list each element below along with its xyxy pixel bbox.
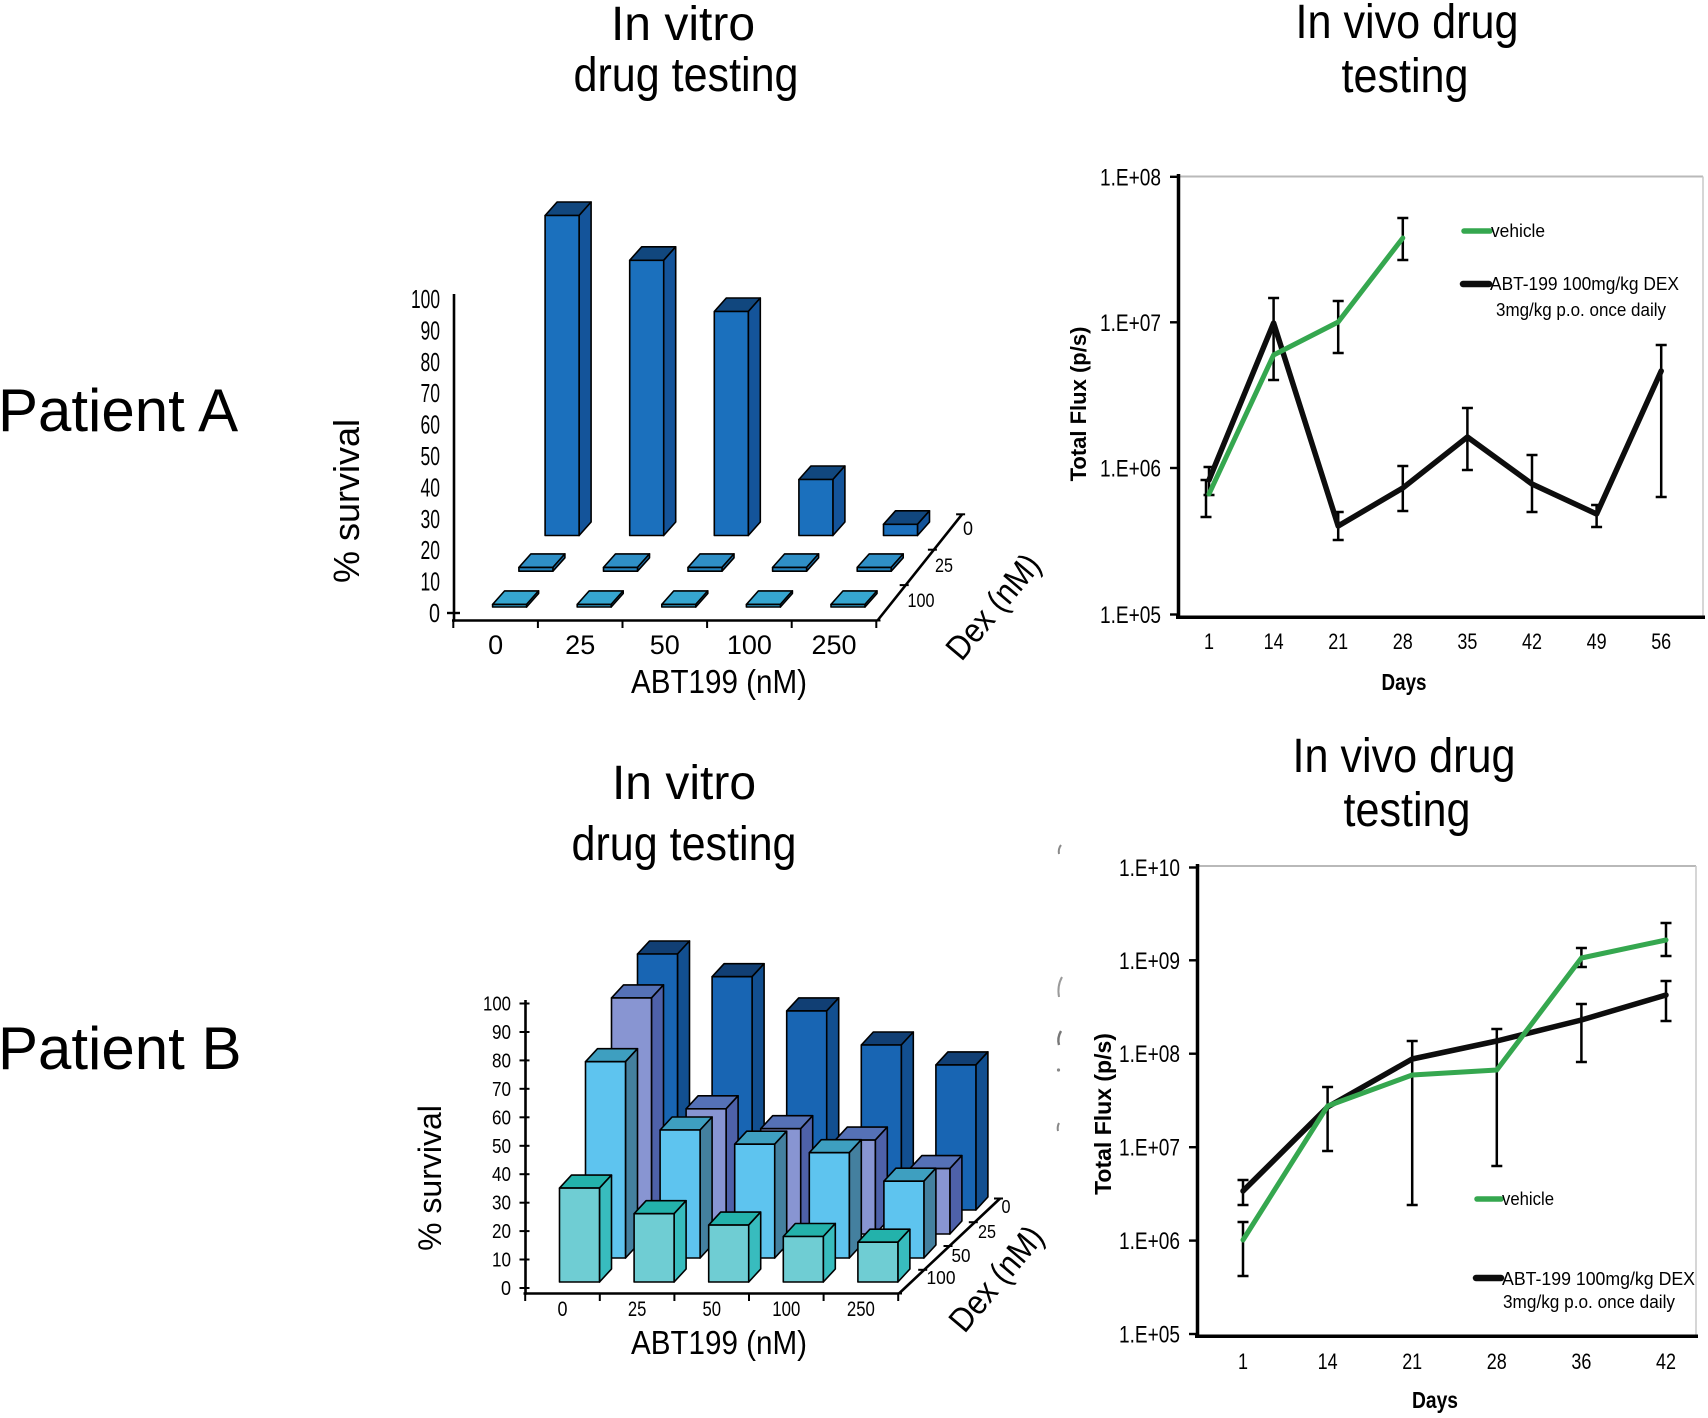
svg-text:60: 60 <box>421 410 441 440</box>
svg-text:1.E+07: 1.E+07 <box>1119 1135 1180 1162</box>
svg-text:0: 0 <box>558 1298 568 1321</box>
svg-text:% survival: % survival <box>412 1105 448 1251</box>
svg-text:In vivo drug: In vivo drug <box>1293 730 1516 783</box>
svg-text:25: 25 <box>628 1298 647 1321</box>
svg-text:3mg/kg p.o. once daily: 3mg/kg p.o. once daily <box>1503 1292 1675 1312</box>
svg-text:ABT-199 100mg/kg DEX: ABT-199 100mg/kg DEX <box>1502 1269 1695 1289</box>
svg-text:90: 90 <box>492 1022 511 1044</box>
svg-text:90: 90 <box>421 315 441 345</box>
svg-text:0: 0 <box>1002 1197 1011 1217</box>
svg-text:20: 20 <box>421 535 441 565</box>
svg-text:1.E+05: 1.E+05 <box>1100 602 1161 629</box>
svg-text:50: 50 <box>650 630 680 660</box>
svg-text:60: 60 <box>492 1107 511 1129</box>
svg-text:70: 70 <box>492 1079 511 1101</box>
svg-text:30: 30 <box>421 504 441 534</box>
svg-text:25: 25 <box>935 556 953 577</box>
svg-text:49: 49 <box>1587 629 1607 654</box>
svg-text:1.E+08: 1.E+08 <box>1100 164 1161 191</box>
svg-text:50: 50 <box>702 1298 721 1321</box>
svg-text:Days: Days <box>1382 669 1427 695</box>
svg-text:50: 50 <box>952 1246 971 1266</box>
svg-text:10: 10 <box>492 1250 511 1272</box>
svg-text:Days: Days <box>1412 1387 1458 1413</box>
svg-text:testing: testing <box>1344 784 1471 837</box>
svg-text:80: 80 <box>421 347 441 377</box>
svg-text:100: 100 <box>927 1268 956 1288</box>
svg-text:In vivo drug: In vivo drug <box>1296 0 1519 49</box>
svg-text:14: 14 <box>1318 1349 1338 1374</box>
svg-text:0: 0 <box>429 598 440 628</box>
svg-text:21: 21 <box>1402 1349 1422 1374</box>
svg-text:% survival: % survival <box>326 419 367 583</box>
svg-text:Total Flux (p/s): Total Flux (p/s) <box>1066 327 1091 482</box>
svg-text:42: 42 <box>1656 1349 1676 1374</box>
svg-text:1.E+07: 1.E+07 <box>1100 310 1161 337</box>
svg-text:40: 40 <box>492 1164 511 1186</box>
svg-text:100: 100 <box>908 591 935 612</box>
svg-text:250: 250 <box>811 630 856 660</box>
svg-text:1.E+08: 1.E+08 <box>1119 1041 1180 1068</box>
svg-text:42: 42 <box>1522 629 1542 654</box>
svg-text:56: 56 <box>1651 629 1671 654</box>
svg-text:Patient B: Patient B <box>0 1015 242 1082</box>
svg-text:14: 14 <box>1264 629 1284 654</box>
svg-text:28: 28 <box>1487 1349 1507 1374</box>
svg-text:1.E+05: 1.E+05 <box>1119 1322 1180 1349</box>
svg-text:0: 0 <box>488 630 503 660</box>
svg-text:ABT199 (nM): ABT199 (nM) <box>631 1324 807 1361</box>
svg-text:70: 70 <box>421 378 441 408</box>
svg-text:1.E+10: 1.E+10 <box>1119 855 1180 882</box>
svg-text:ABT-199 100mg/kg DEX: ABT-199 100mg/kg DEX <box>1490 274 1679 294</box>
svg-text:vehicle: vehicle <box>1502 1189 1554 1209</box>
svg-text:50: 50 <box>421 441 441 471</box>
svg-text:25: 25 <box>978 1222 996 1242</box>
svg-text:ABT199 (nM): ABT199 (nM) <box>631 663 807 700</box>
svg-text:1: 1 <box>1238 1349 1248 1374</box>
svg-text:25: 25 <box>565 630 595 660</box>
svg-text:1: 1 <box>1204 629 1214 654</box>
svg-text:28: 28 <box>1393 629 1413 654</box>
svg-text:Total Flux (p/s): Total Flux (p/s) <box>1090 1033 1116 1195</box>
svg-text:100: 100 <box>483 994 511 1016</box>
svg-text:36: 36 <box>1571 1349 1591 1374</box>
svg-text:50: 50 <box>492 1136 511 1158</box>
svg-text:35: 35 <box>1457 629 1477 654</box>
svg-text:1.E+06: 1.E+06 <box>1100 456 1161 483</box>
svg-text:21: 21 <box>1328 629 1348 654</box>
svg-text:100: 100 <box>772 1298 800 1321</box>
svg-text:250: 250 <box>847 1298 875 1321</box>
svg-text:In vitro: In vitro <box>612 757 756 810</box>
svg-text:0: 0 <box>963 519 973 540</box>
svg-text:0: 0 <box>501 1278 511 1300</box>
svg-text:3mg/kg p.o. once daily: 3mg/kg p.o. once daily <box>1496 300 1666 320</box>
svg-text:100: 100 <box>411 284 440 314</box>
svg-text:30: 30 <box>492 1193 511 1215</box>
svg-text:1.E+06: 1.E+06 <box>1119 1228 1180 1255</box>
svg-text:vehicle: vehicle <box>1491 221 1545 241</box>
svg-text:Patient A: Patient A <box>0 377 238 444</box>
svg-text:40: 40 <box>421 472 441 502</box>
svg-text:drug testing: drug testing <box>572 818 797 871</box>
svg-text:In vitro: In vitro <box>611 0 755 51</box>
svg-text:1.E+09: 1.E+09 <box>1119 948 1180 975</box>
svg-text:80: 80 <box>492 1050 511 1072</box>
svg-text:Dex (nM): Dex (nM) <box>939 546 1049 667</box>
svg-text:20: 20 <box>492 1221 511 1243</box>
svg-text:100: 100 <box>727 630 772 660</box>
svg-text:10: 10 <box>421 567 441 597</box>
svg-text:drug testing: drug testing <box>574 49 799 102</box>
svg-text:testing: testing <box>1342 50 1469 103</box>
